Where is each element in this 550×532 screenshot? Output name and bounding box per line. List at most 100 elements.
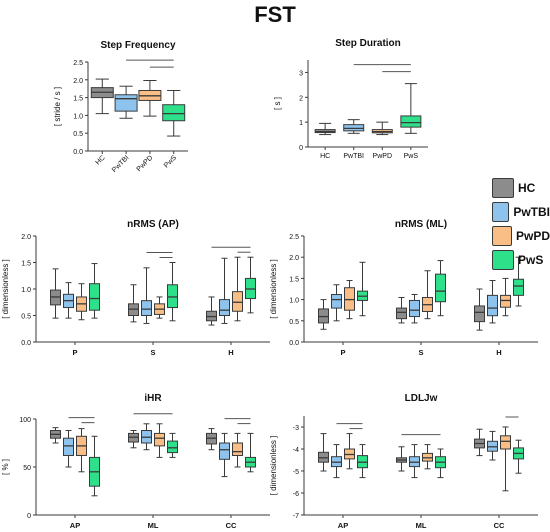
nrms-ap-xtick-label: P: [72, 348, 77, 357]
step-duration-ylabel: [ s ]: [273, 97, 282, 110]
nrms-ml-h-pwpd-box: [500, 294, 511, 308]
step-frequency-ytick-label: 0.5: [73, 131, 83, 138]
step-frequency-xtick-label: PwS: [163, 154, 178, 169]
ihr-ml-pwpd-box: [154, 432, 165, 447]
nrms-ap-p-pws-box: [89, 283, 100, 311]
step-frequency-xtick-label: PwTBI: [111, 154, 131, 174]
ldljw-ytick-label: -6: [293, 491, 299, 498]
nrms-ml-h-pwtbi-box: [487, 294, 498, 317]
ldljw-xtick-label: ML: [416, 521, 427, 530]
nrms-ml-title: nRMS (ML): [395, 219, 447, 230]
nrms-ap-ylabel: [ dimensionless ]: [1, 259, 10, 319]
ihr-ap-pwtbi-box: [63, 437, 74, 456]
step-frequency-ytick-label: 2.0: [73, 78, 83, 85]
nrms-ml-s-pws-box: [435, 273, 446, 303]
nrms-ml-p-pwtbi-box: [331, 294, 342, 309]
legend-swatch-pwtbi: [492, 202, 510, 222]
ldljw-ytick-label: -3: [293, 425, 299, 432]
legend-item-hc: HC: [492, 176, 550, 200]
legend-item-pws: PwS: [492, 248, 550, 272]
nrms-ml-xtick-label: H: [496, 348, 501, 357]
nrms-ml-ytick-label: 0.5: [289, 319, 299, 326]
ihr-ylabel: [ % ]: [1, 459, 10, 475]
step-duration-ytick-label: 2: [299, 95, 303, 102]
ldljw-title: LDLJw: [405, 393, 438, 404]
nrms-ml-ytick-label: 2.5: [289, 234, 299, 241]
step-duration-xtick-label: PwTBI: [343, 153, 364, 160]
step-duration-ytick-label: 0: [299, 145, 303, 152]
ldljw-cc-pwpd-box: [500, 435, 511, 450]
figure-title: FST: [254, 2, 296, 27]
nrms-ap-h-pwtbi-box: [219, 299, 230, 316]
ldljw-ytick-label: -4: [293, 447, 299, 454]
nrms-ap-ytick-label: 1.5: [21, 261, 31, 268]
step-frequency-xtick-label: HC: [95, 154, 107, 166]
ldljw-xtick-label: CC: [494, 521, 505, 530]
step-duration-ytick-label: 1: [299, 120, 303, 127]
nrms-ml-ytick-label: 2.0: [289, 255, 299, 262]
ihr-title: iHR: [144, 393, 162, 404]
nrms-ap-ytick-label: 0.0: [21, 340, 31, 347]
nrms-ml-s-pwtbi-box: [409, 299, 420, 318]
step-frequency-chart: Step Frequency [ stride / s ] 0.0 0.5 1.0 1.5…: [53, 40, 188, 174]
nrms-ap-title: nRMS (AP): [127, 219, 179, 230]
nrms-ml-chart: nRMS (ML) [ dimensionless ] 0.0 0.5 1.0 1.5 2.…: [269, 219, 538, 357]
legend-swatch-pwpd: [492, 226, 512, 246]
nrms-ml-ytick-label: 0.0: [289, 340, 299, 347]
nrms-ap-ytick-label: 2.0: [21, 234, 31, 241]
step-frequency-pws-box: [162, 104, 186, 122]
step-duration-pws-box: [400, 115, 422, 128]
step-frequency-ytick-label: 1.5: [73, 96, 83, 103]
legend-label-pwpd: PwPD: [515, 229, 550, 243]
legend-swatch-hc: [492, 178, 514, 198]
ihr-ml-pws-box: [167, 440, 178, 454]
legend-label-hc: HC: [518, 181, 536, 195]
legend: HC PwTBI PwPD PwS: [492, 176, 550, 272]
nrms-ml-h-hc-box: [474, 305, 485, 323]
step-duration-xtick-label: PwS: [404, 153, 419, 160]
step-frequency-ytick-label: 2.5: [73, 60, 83, 67]
step-frequency-title: Step Frequency: [100, 40, 175, 51]
step-duration-chart: Step Duration [ s ] 0 1 2 3 HC PwTBI PwPD PwS: [273, 38, 428, 160]
step-duration-xtick-label: HC: [320, 153, 330, 160]
step-frequency-pwtbi-box: [114, 94, 138, 112]
step-frequency-ylabel: [ stride / s ]: [53, 87, 62, 126]
step-duration-xtick-label: PwPD: [373, 153, 392, 160]
ihr-ytick-label: 0: [27, 513, 31, 520]
ldljw-xtick-label: AP: [338, 521, 348, 530]
nrms-ap-chart: nRMS (AP) [ dimensionless ] 0.0 0.5 1.0 1.5 2.…: [1, 219, 270, 357]
ihr-xtick-label: AP: [70, 521, 80, 530]
step-frequency-ytick-label: 1.0: [73, 113, 83, 120]
ihr-cc-pwpd-box: [232, 442, 243, 456]
nrms-ap-ytick-label: 0.5: [21, 314, 31, 321]
nrms-ml-ytick-label: 1.0: [289, 298, 299, 305]
ldljw-ylabel: [ dimensionless ]: [269, 436, 278, 496]
legend-label-pwtbi: PwTBI: [513, 205, 550, 219]
legend-item-pwpd: PwPD: [492, 224, 550, 248]
step-frequency-xtick-label: PwPD: [136, 154, 155, 173]
ihr-cc-pwtbi-box: [219, 442, 230, 460]
nrms-ap-s-pwtbi-box: [141, 300, 152, 317]
step-frequency-ytick-label: 0.0: [73, 149, 83, 156]
ihr-ytick-label: 100: [19, 417, 31, 424]
nrms-ap-h-pwpd-box: [232, 291, 243, 312]
nrms-ap-s-pws-box: [167, 284, 178, 309]
legend-label-pws: PwS: [518, 253, 544, 267]
nrms-ap-xtick-label: H: [228, 348, 233, 357]
nrms-ml-ytick-label: 1.5: [289, 276, 299, 283]
nrms-ml-xtick-label: P: [340, 348, 345, 357]
ihr-chart: iHR [ % ] 0 50 100 AP ML CC: [1, 393, 270, 530]
ldljw-ytick-label: -7: [293, 513, 299, 520]
ihr-xtick-label: ML: [148, 521, 159, 530]
step-duration-ytick-label: 3: [299, 70, 303, 77]
nrms-ml-ylabel: [ dimensionless ]: [269, 259, 278, 319]
ihr-ytick-label: 50: [23, 465, 31, 472]
legend-swatch-pws: [492, 250, 514, 270]
legend-item-pwtbi: PwTBI: [492, 200, 550, 224]
ldljw-ytick-label: -5: [293, 469, 299, 476]
ldljw-chart: LDLJw [ dimensionless ] -3 -4 -5 -6 -7 AP ML CC: [269, 393, 538, 530]
ihr-xtick-label: CC: [226, 521, 237, 530]
nrms-ap-xtick-label: S: [150, 348, 155, 357]
nrms-ml-s-hc-box: [396, 307, 407, 320]
step-duration-title: Step Duration: [335, 38, 401, 49]
